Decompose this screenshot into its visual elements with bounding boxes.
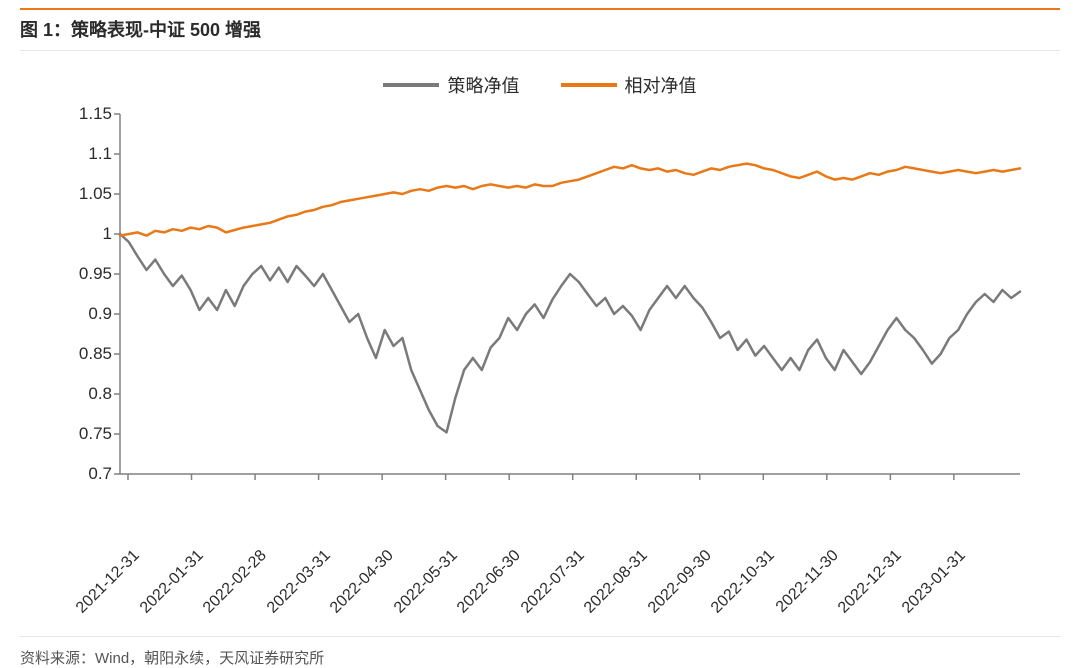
x-tick-label: 2022-07-31 [518, 547, 589, 618]
y-tick-label: 1.1 [52, 144, 112, 164]
title-bar: 图 1：策略表现-中证 500 增强 [20, 8, 1060, 51]
figure-container: 图 1：策略表现-中证 500 增强 策略净值 相对净值 0.7 0.75 0.8 0… [0, 0, 1080, 645]
x-tick-label: 2022-04-30 [327, 547, 398, 618]
source-text: 资料来源：Wind，朝阳永续，天风证券研究所 [20, 650, 324, 667]
source-bar: 资料来源：Wind，朝阳永续，天风证券研究所 [20, 636, 1060, 668]
x-tick-label: 2021-12-31 [73, 547, 144, 618]
y-tick-label: 1 [52, 224, 112, 244]
legend-label: 相对净值 [625, 72, 697, 98]
legend-item: 策略净值 [383, 72, 519, 98]
y-tick-label: 0.9 [52, 304, 112, 324]
y-tick-label: 0.8 [52, 384, 112, 404]
x-tick-label: 2022-06-30 [454, 547, 525, 618]
legend-swatch-0 [383, 83, 439, 87]
legend-swatch-1 [561, 83, 617, 87]
line-chart: 0.70.750.80.850.90.9511.051.11.152021-12… [40, 104, 1040, 544]
y-tick-label: 0.95 [52, 264, 112, 284]
legend-item: 相对净值 [561, 72, 697, 98]
x-tick-label: 2022-02-28 [200, 547, 271, 618]
y-tick-label: 0.85 [52, 344, 112, 364]
y-tick-label: 0.75 [52, 424, 112, 444]
x-tick-label: 2022-11-30 [773, 547, 843, 617]
y-tick-label: 1.05 [52, 184, 112, 204]
x-tick-label: 2023-01-31 [899, 547, 970, 618]
legend-label: 策略净值 [447, 72, 519, 98]
x-tick-label: 2022-10-31 [708, 547, 779, 618]
x-tick-label: 2022-12-31 [835, 547, 906, 618]
figure-title: 图 1：策略表现-中证 500 增强 [20, 20, 261, 40]
chart-svg [40, 104, 1040, 544]
y-tick-label: 1.15 [52, 104, 112, 124]
x-tick-label: 2022-03-31 [264, 547, 335, 618]
y-tick-label: 0.7 [52, 464, 112, 484]
x-tick-label: 2022-08-31 [581, 547, 652, 618]
x-tick-label: 2022-09-30 [645, 547, 716, 618]
x-tick-label: 2022-05-31 [391, 547, 462, 618]
chart-legend: 策略净值 相对净值 [20, 51, 1060, 104]
x-tick-label: 2022-01-31 [136, 547, 207, 618]
